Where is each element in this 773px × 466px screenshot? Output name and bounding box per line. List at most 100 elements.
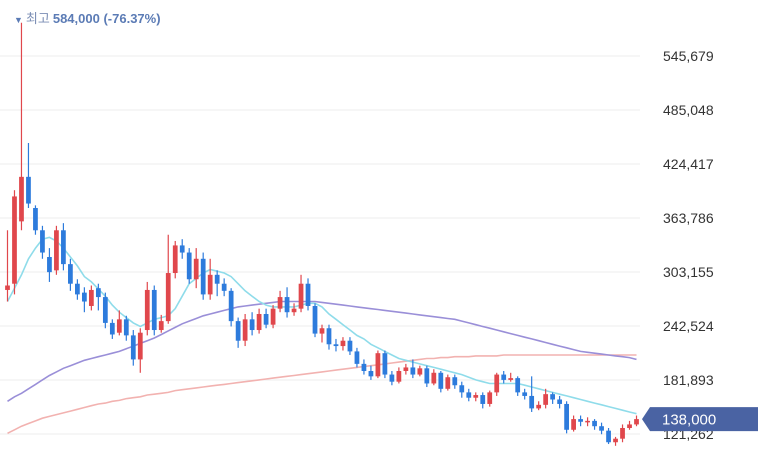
candle-body	[305, 283, 311, 306]
y-tick-label: 485,048	[663, 102, 714, 118]
candle-body	[354, 351, 360, 364]
candle	[54, 225, 59, 275]
candle-body	[214, 274, 220, 284]
candle	[284, 287, 290, 318]
candle	[291, 303, 297, 316]
candle-body	[137, 332, 143, 360]
candle	[361, 359, 367, 375]
candle	[326, 324, 332, 350]
current-price-tag-shape	[642, 407, 758, 432]
candle	[333, 338, 339, 352]
candle-body	[480, 395, 486, 404]
candle-body	[508, 378, 514, 380]
candle-body	[298, 283, 304, 309]
candle	[102, 292, 108, 329]
candle	[480, 392, 486, 409]
candle-body	[389, 374, 395, 382]
candle-body	[382, 353, 388, 375]
candle	[347, 337, 353, 355]
candle	[200, 252, 206, 300]
candle	[599, 422, 604, 435]
candle	[249, 312, 255, 336]
candle-body	[270, 308, 276, 325]
candle-body	[550, 394, 556, 400]
candle-body	[116, 319, 122, 333]
candle-body	[249, 319, 255, 331]
candle	[26, 142, 31, 209]
candle-body	[172, 245, 178, 274]
candle-body	[88, 289, 94, 306]
candle-body	[459, 385, 465, 393]
candle-body	[165, 273, 171, 322]
candle	[543, 388, 549, 409]
candle-body	[33, 208, 38, 231]
candle-body	[585, 420, 590, 423]
candle-body	[151, 289, 157, 331]
candle	[403, 363, 409, 375]
candle-body	[361, 363, 367, 371]
candle	[61, 223, 66, 271]
candle-body	[47, 256, 52, 273]
candle-body	[487, 392, 493, 404]
candle	[193, 248, 199, 289]
candle	[445, 374, 451, 391]
candle-body	[109, 322, 115, 335]
high-price-label: ▼ 최고 584,000 (-76.37%)	[14, 8, 161, 27]
candle-body	[5, 285, 10, 290]
candle-body	[54, 230, 59, 271]
candle-body	[620, 427, 625, 439]
candle	[214, 270, 220, 297]
candle	[186, 248, 192, 284]
candle-body	[438, 372, 444, 389]
candle-body	[347, 340, 353, 352]
candle	[228, 288, 234, 327]
candle	[256, 308, 262, 334]
candle	[263, 308, 269, 329]
candle-body	[494, 374, 500, 393]
candle-body	[291, 308, 297, 313]
candle	[130, 330, 136, 366]
candle	[151, 285, 157, 336]
candle	[550, 392, 556, 404]
candle	[620, 424, 625, 443]
candle-body	[613, 438, 618, 443]
candle-body	[529, 395, 535, 409]
candle	[396, 367, 402, 384]
candle-body	[144, 289, 150, 331]
candle-body	[193, 258, 199, 280]
candle-body	[340, 340, 346, 347]
candle	[382, 350, 388, 379]
candle	[75, 279, 80, 300]
candle	[592, 419, 597, 430]
candle	[473, 392, 479, 402]
candle	[68, 258, 73, 291]
candle-body	[130, 335, 136, 360]
y-axis-labels: 121,262181,893242,524303,155363,786424,4…	[663, 48, 714, 442]
candle-body	[557, 399, 563, 404]
candle	[375, 350, 381, 379]
candle	[585, 417, 590, 427]
candle-body	[606, 430, 611, 443]
candle	[487, 390, 493, 407]
candle-body	[179, 245, 185, 253]
candle	[438, 370, 444, 393]
candles	[5, 22, 639, 446]
candle-body	[102, 297, 108, 323]
candle-body	[221, 283, 227, 291]
candle	[459, 381, 465, 398]
candle-body	[473, 395, 479, 398]
candle-body	[368, 370, 374, 377]
candle-body	[326, 328, 332, 345]
candle-body	[319, 328, 325, 334]
high-label-word: 최고	[25, 11, 50, 26]
candle-body	[81, 292, 87, 302]
candle	[389, 370, 395, 386]
candle-body	[627, 424, 632, 428]
y-tick-label: 242,524	[663, 318, 714, 334]
candle-body	[256, 313, 262, 331]
candle	[47, 248, 52, 282]
candle-body	[543, 394, 549, 405]
candle	[410, 359, 416, 379]
candle-body	[452, 377, 458, 386]
